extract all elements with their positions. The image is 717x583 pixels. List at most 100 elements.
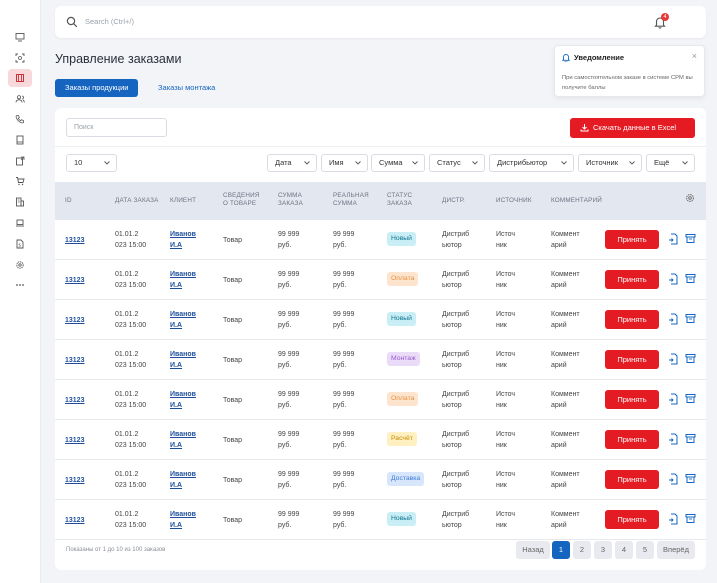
gear-icon[interactable] [685,193,695,203]
archive-icon[interactable] [685,513,696,524]
client-link[interactable]: Иванов И.А [170,471,196,489]
archive-icon[interactable] [685,313,696,324]
external-doc-icon[interactable] [8,152,32,170]
settings-icon[interactable] [8,256,32,274]
search-icon[interactable] [66,16,78,28]
client-link[interactable]: Иванов И.А [170,231,196,249]
order-id-link[interactable]: 13123 [65,237,85,244]
document-export-icon[interactable] [668,513,678,525]
header-sum[interactable]: СУММА ЗАКАЗА [278,192,304,207]
accept-button[interactable]: Принять [605,350,659,369]
order-id-link[interactable]: 13123 [65,277,85,284]
distributor: Дистриб ьютор [442,231,470,249]
document-export-icon[interactable] [668,273,678,285]
order-id-link[interactable]: 13123 [65,357,85,364]
scan-icon[interactable] [8,49,32,67]
archive-icon[interactable] [685,433,696,444]
order-id-link[interactable]: 13123 [65,317,85,324]
header-comment[interactable]: КОММЕНТАРИЙ [551,197,603,204]
status-badge: Доставка [387,472,425,486]
archive-icon[interactable] [685,233,696,244]
accept-button[interactable]: Принять [605,470,659,489]
filter-name[interactable]: Имя [321,154,368,172]
status-badge: Новый [387,312,416,326]
comment: Коммент арий [551,391,580,409]
page-5-button[interactable]: 5 [636,541,654,559]
header-date[interactable]: ДАТА ЗАКАЗА [115,197,159,204]
building-icon[interactable] [8,193,32,211]
accept-button[interactable]: Принять [605,430,659,449]
header-real-sum[interactable]: РЕАЛЬНАЯ СУММА [333,192,369,207]
client-link[interactable]: Иванов И.А [170,391,196,409]
header-client[interactable]: КЛИЕНТ [170,197,197,204]
header-id[interactable]: ID [65,197,72,204]
filter-distributor[interactable]: Дистрибьютор [489,154,574,172]
client-link[interactable]: Иванов И.А [170,271,196,289]
more-icon[interactable] [8,276,32,294]
filter-label: Дата [275,158,292,167]
filter-status[interactable]: Статус [429,154,485,172]
invoice-icon[interactable]: $ [8,235,32,253]
client-link[interactable]: Иванов И.А [170,351,196,369]
archive-icon[interactable] [685,393,696,404]
phone-icon[interactable] [8,110,32,128]
client-link[interactable]: Иванов И.А [170,431,196,449]
divider [55,146,706,147]
client-link[interactable]: Иванов И.А [170,511,196,529]
header-source[interactable]: ИСТОЧНИК [496,197,532,204]
accept-button[interactable]: Принять [605,310,659,329]
filter-more[interactable]: Ещё [646,154,695,172]
document-export-icon[interactable] [668,353,678,365]
accept-button[interactable]: Принять [605,390,659,409]
page-3-button[interactable]: 3 [594,541,612,559]
real-sum: 99 999 руб. [333,231,355,249]
accept-button[interactable]: Принять [605,270,659,289]
page-size-select[interactable]: 10 [66,154,117,172]
header-product[interactable]: СВЕДЕНИЯ О ТОВАРЕ [223,192,260,207]
archive-icon[interactable] [685,273,696,284]
cart-icon[interactable] [8,172,32,190]
order-id-link[interactable]: 13123 [65,477,85,484]
archive-icon[interactable] [685,353,696,364]
laptop-icon[interactable] [8,214,32,232]
svg-text:$: $ [18,243,21,249]
source: Источ ник [496,511,516,529]
header-distr[interactable]: ДИСТР. [442,197,465,204]
document-export-icon[interactable] [668,433,678,445]
client-link[interactable]: Иванов И.А [170,311,196,329]
tab-installation-orders[interactable]: Заказы монтажа [158,83,216,92]
document-export-icon[interactable] [668,233,678,245]
archive-icon[interactable] [685,473,696,484]
pagination-prev[interactable]: Назад [516,541,550,559]
page-2-button[interactable]: 2 [573,541,591,559]
filter-date[interactable]: Дата [267,154,317,172]
order-id-link[interactable]: 13123 [65,437,85,444]
accept-button[interactable]: Принять [605,510,659,529]
order-sum: 99 999 руб. [278,431,300,449]
real-sum: 99 999 руб. [333,351,355,369]
close-icon[interactable]: × [691,51,697,61]
chevron-down-icon [561,161,567,165]
page-4-button[interactable]: 4 [615,541,633,559]
filter-source[interactable]: Источник [578,154,642,172]
accept-button[interactable]: Принять [605,230,659,249]
monitor-icon[interactable] [8,28,32,46]
order-id-link[interactable]: 13123 [65,397,85,404]
filter-sum[interactable]: Сумма [371,154,425,172]
order-id-link[interactable]: 13123 [65,517,85,524]
pagination-next[interactable]: Вперёд [657,541,695,559]
global-search-input[interactable]: Search (Ctrl+/) [85,17,134,26]
topbar: Search (Ctrl+/) 4 [55,6,706,38]
table-row: 13123 01.01.2 023 15:00 Иванов И.А Товар 99 99… [55,500,706,540]
download-excel-button[interactable]: Скачать данные в Excel [570,118,695,138]
users-icon[interactable] [8,90,32,108]
orders-icon[interactable] [8,69,32,87]
orders-search-input[interactable]: Поиск [66,118,167,137]
page-1-button[interactable]: 1 [552,541,570,559]
document-export-icon[interactable] [668,473,678,485]
book-icon[interactable] [8,131,32,149]
document-export-icon[interactable] [668,313,678,325]
document-export-icon[interactable] [668,393,678,405]
tab-product-orders[interactable]: Заказы продукции [55,79,139,97]
header-status[interactable]: СТАТУС ЗАКАЗА [387,192,413,207]
